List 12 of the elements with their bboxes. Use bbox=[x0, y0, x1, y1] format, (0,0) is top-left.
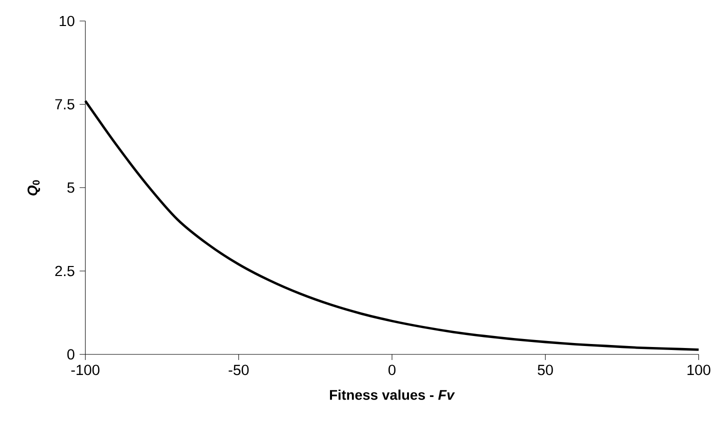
x-tick-label: 100 bbox=[688, 364, 710, 376]
y-tick-label: 0 bbox=[67, 349, 74, 360]
x-tick-label: -100 bbox=[71, 364, 100, 376]
y-tick-label: 7.5 bbox=[55, 99, 74, 110]
x-tick-label: -50 bbox=[228, 364, 249, 376]
y-tick-label: 10 bbox=[60, 16, 74, 26]
x-axis-title: Fitness values - Fv bbox=[330, 390, 455, 400]
y-tick-label: 2.5 bbox=[55, 266, 74, 276]
x-tick-label: 50 bbox=[538, 364, 553, 376]
y-axis-title: Q$_{0}$ bbox=[28, 180, 40, 196]
y-tick-label: 5 bbox=[67, 182, 74, 193]
x-tick-label: 0 bbox=[388, 364, 396, 376]
